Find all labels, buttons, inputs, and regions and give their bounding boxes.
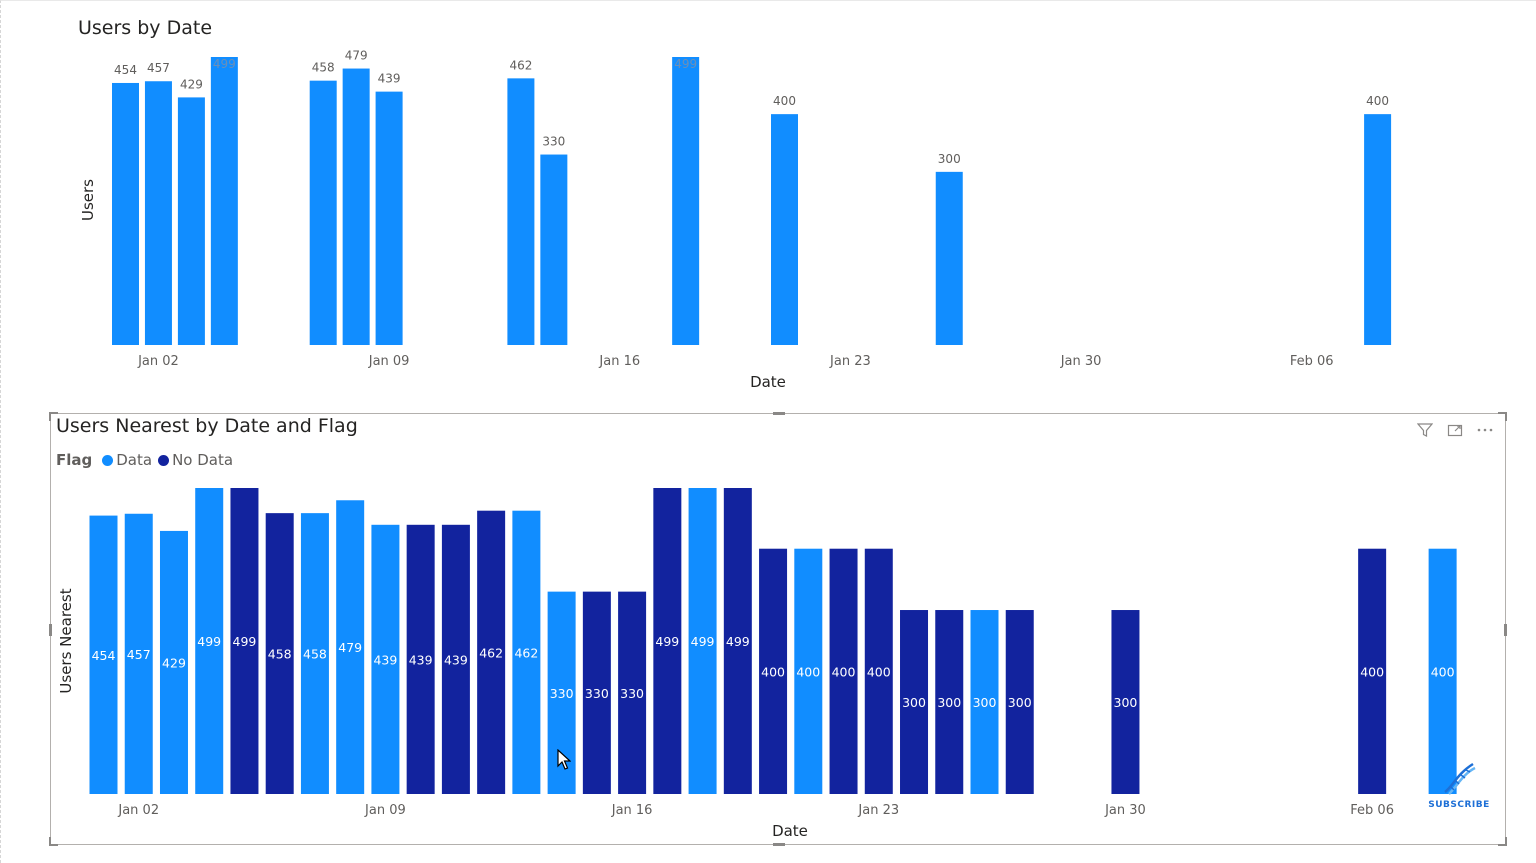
bar-jan-15[interactable] [540, 154, 568, 345]
legend-item-data[interactable]: Data [102, 451, 152, 469]
x-tick-label: Jan 30 [1060, 354, 1102, 369]
bar-jan-08[interactable] [309, 80, 337, 345]
bar-jan-27[interactable] [935, 171, 963, 345]
legend-marker-data [102, 454, 114, 466]
users-nearest-visual-frame[interactable] [49, 412, 1507, 846]
chart-title-users-nearest: Users Nearest by Date and Flag [56, 415, 358, 437]
bar-jan-14[interactable] [507, 78, 535, 345]
legend-title: Flag [56, 451, 93, 469]
chart-legend: Flag Data No Data [56, 451, 239, 469]
x-tick-label: Jan 09 [368, 354, 410, 369]
more-options-icon[interactable] [1475, 420, 1495, 440]
mouse-pointer-icon [557, 749, 571, 770]
resize-handle-bottom-right[interactable] [1498, 837, 1507, 846]
resize-handle-bottom-left[interactable] [49, 837, 58, 846]
data-label: 300 [938, 152, 961, 166]
data-label: 400 [773, 94, 796, 108]
dna-icon [1444, 762, 1476, 795]
legend-item-no-data[interactable]: No Data [158, 451, 233, 469]
bar-feb-09[interactable] [1364, 114, 1392, 345]
bar-jan-04[interactable] [177, 97, 205, 345]
bar-jan-09[interactable] [342, 68, 370, 345]
resize-handle-left[interactable] [49, 624, 52, 636]
bar-jan-22[interactable] [771, 114, 798, 345]
x-tick-label: Jan 16 [598, 354, 640, 369]
resize-handle-top-right[interactable] [1498, 412, 1507, 421]
legend-label-data: Data [116, 451, 153, 469]
bar-jan-05[interactable] [210, 57, 238, 345]
data-label: 479 [345, 49, 368, 63]
legend-marker-no-data [158, 454, 170, 466]
x-tick-label: Jan 23 [829, 354, 871, 369]
users-by-date-chart[interactable]: 454 457 429 499 458 479 439 462 330 499 400 300 400 J… [0, 0, 1536, 400]
bar-jan-03[interactable] [144, 81, 172, 345]
bar-jan-10[interactable] [375, 91, 403, 345]
resize-handle-right[interactable] [1504, 624, 1507, 636]
data-label: 499 [213, 57, 236, 71]
legend-label-no-data: No Data [172, 451, 234, 469]
data-label: 457 [147, 61, 170, 75]
x-tick-label: Feb 06 [1290, 354, 1334, 369]
resize-handle-top-left[interactable] [49, 412, 58, 421]
chart-title-users-by-date: Users by Date [78, 17, 213, 39]
bar-jan-19[interactable] [672, 57, 700, 345]
subscribe-badge[interactable]: SUBSCRIBE [1428, 760, 1490, 810]
visual-header-icons [1415, 420, 1495, 440]
data-label: 330 [542, 135, 565, 149]
data-label: 439 [378, 72, 401, 86]
data-label: 462 [509, 58, 532, 72]
data-label: 458 [312, 61, 335, 75]
resize-handle-top[interactable] [773, 412, 785, 415]
x-axis-title: Date [750, 373, 786, 391]
data-label: 429 [180, 77, 203, 91]
subscribe-label: SUBSCRIBE [1428, 800, 1490, 810]
resize-handle-bottom[interactable] [773, 843, 785, 846]
y-axis-title: Users [79, 179, 97, 221]
bar-jan-02[interactable] [112, 82, 139, 345]
data-label: 454 [114, 63, 137, 77]
filter-icon[interactable] [1415, 420, 1435, 440]
focus-mode-icon[interactable] [1445, 420, 1465, 440]
x-tick-label: Jan 02 [137, 354, 179, 369]
data-label: 400 [1366, 94, 1389, 108]
data-label: 499 [674, 57, 697, 71]
